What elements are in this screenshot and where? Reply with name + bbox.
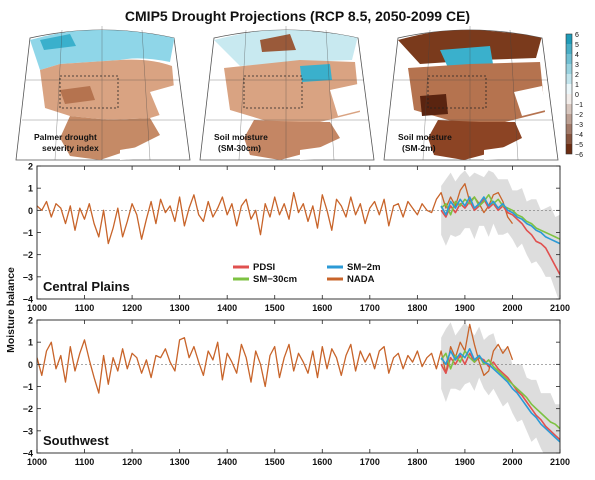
- map-label-line1: Palmer drought: [34, 132, 97, 142]
- colorbar-segment: [566, 84, 572, 94]
- x-tick-label: 1100: [75, 457, 95, 467]
- colorbar-tick-label: 1: [575, 82, 579, 89]
- colorbar-segment: [566, 74, 572, 84]
- colorbar-segment: [566, 54, 572, 64]
- panel-label: Southwest: [43, 433, 109, 448]
- y-tick-label: 2: [28, 162, 33, 172]
- series-line-sm-2m: [440, 196, 560, 245]
- x-tick-label: 1100: [75, 303, 95, 313]
- legend: PDSI SM−2m SM−30cm NADA: [233, 262, 381, 285]
- colorbar-tick-label: 4: [575, 52, 579, 59]
- y-tick-label: −4: [23, 295, 33, 305]
- colorbar-segment: [566, 94, 572, 104]
- y-tick-label: 1: [28, 338, 33, 348]
- y-tick-label: 0: [28, 360, 33, 370]
- y-tick-label: −2: [23, 250, 33, 260]
- x-tick-label: 1400: [217, 457, 237, 467]
- y-tick-label: 0: [28, 206, 33, 216]
- x-tick-label: 1500: [265, 303, 285, 313]
- series-line-nada: [37, 323, 514, 394]
- x-tick-label: 1800: [407, 457, 427, 467]
- y-tick-label: −2: [23, 404, 33, 414]
- legend-label: PDSI: [253, 262, 275, 273]
- legend-label: NADA: [347, 274, 375, 285]
- x-tick-label: 1900: [455, 303, 475, 313]
- x-tick-label: 1700: [360, 303, 380, 313]
- series-line-nada: [37, 183, 514, 245]
- panel-label: Central Plains: [43, 279, 130, 294]
- map-panel-sm30: Soil moisture (SM-30cm): [199, 26, 375, 161]
- colorbar-segment: [566, 114, 572, 124]
- colorbar-tick-label: 2: [575, 72, 579, 79]
- figure-title: CMIP5 Drought Projections (RCP 8.5, 2050…: [124, 8, 471, 24]
- colorbar-segment: [566, 134, 572, 144]
- x-tick-label: 1000: [27, 303, 47, 313]
- y-tick-label: 1: [28, 184, 33, 194]
- x-tick-label: 2000: [502, 303, 522, 313]
- y-tick-label: −1: [23, 382, 33, 392]
- colorbar-segment: [566, 44, 572, 54]
- map-label-line2: (SM-30cm): [218, 143, 261, 153]
- x-tick-label: 1900: [455, 457, 475, 467]
- colorbar-tick-label: −5: [575, 142, 583, 149]
- colorbar-tick-label: −1: [575, 102, 583, 109]
- plot-area: [37, 170, 560, 299]
- colorbar-tick-label: 5: [575, 42, 579, 49]
- x-tick-label: 1300: [170, 457, 190, 467]
- x-tick-label: 1800: [407, 303, 427, 313]
- colorbar-frame: [565, 33, 573, 155]
- map-label-line2: severity index: [42, 143, 99, 153]
- x-tick-label: 1200: [122, 303, 142, 313]
- y-tick-label: −1: [23, 228, 33, 238]
- colorbar-tick-label: −2: [575, 112, 583, 119]
- y-tick-label: −4: [23, 449, 33, 459]
- y-axis-label: Moisture balance: [5, 267, 17, 353]
- series-line-sm-2m: [440, 347, 560, 443]
- x-tick-label: 1700: [360, 457, 380, 467]
- colorbar-tick-label: 6: [575, 32, 579, 39]
- colorbar-segment: [566, 64, 572, 74]
- plot-area: [37, 322, 560, 453]
- y-tick-label: −3: [23, 272, 33, 282]
- colorbar-tick-label: −3: [575, 122, 583, 129]
- legend-label: SM−30cm: [253, 274, 297, 285]
- x-tick-label: 1200: [122, 457, 142, 467]
- map-panel-pdsi: Palmer drought severity index: [15, 26, 191, 161]
- x-tick-label: 2100: [550, 303, 570, 313]
- x-tick-label: 1600: [312, 457, 332, 467]
- x-tick-label: 2100: [550, 457, 570, 467]
- x-tick-label: 1300: [170, 303, 190, 313]
- colorbar-tick-label: 3: [575, 62, 579, 69]
- x-tick-label: 1600: [312, 303, 332, 313]
- colorbar-tick-label: −4: [575, 132, 583, 139]
- legend-label: SM−2m: [347, 262, 381, 273]
- colorbar-tick-label: 0: [575, 92, 579, 99]
- ensemble-spread: [441, 170, 560, 299]
- colorbar-tick-label: −6: [575, 152, 583, 159]
- y-tick-label: 2: [28, 316, 33, 326]
- y-tick-label: −3: [23, 426, 33, 436]
- map-panel-sm2m: Soil moisture (SM-2m): [383, 26, 559, 161]
- series-line-sm-30cm: [440, 194, 560, 240]
- x-tick-label: 1000: [27, 457, 47, 467]
- map-label-line1: Soil moisture: [214, 132, 268, 142]
- colorbar-segment: [566, 34, 572, 44]
- x-tick-label: 2000: [502, 457, 522, 467]
- colorbar-segment: [566, 104, 572, 114]
- map-label-line1: Soil moisture: [398, 132, 452, 142]
- series-line-pdsi: [440, 352, 560, 441]
- colorbar: 6 5 4 3 2 1 0 −1 −2 −3 −4 −5 −6: [565, 32, 583, 159]
- series-line-sm-30cm: [440, 350, 560, 430]
- map-panels: Palmer drought severity index: [15, 26, 583, 161]
- x-tick-label: 1400: [217, 303, 237, 313]
- x-tick-label: 1500: [265, 457, 285, 467]
- colorbar-segment: [566, 144, 572, 154]
- map-label-line2: (SM-2m): [402, 143, 436, 153]
- colorbar-segment: [566, 124, 572, 134]
